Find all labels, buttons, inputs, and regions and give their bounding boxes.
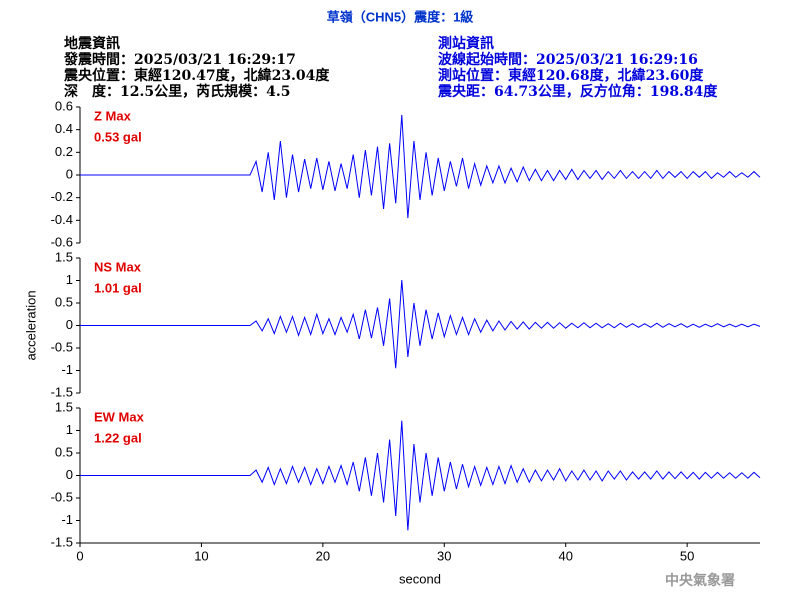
x-tick-label: 20	[316, 548, 330, 563]
y-tick-label: -0.6	[51, 234, 73, 249]
y-tick-label: 0	[66, 317, 73, 332]
info-left: 震央位置：東經120.47度，北緯23.04度	[63, 67, 330, 84]
annotation: Z Max	[94, 108, 132, 123]
info-left: 地震資訊	[64, 35, 120, 52]
y-tick-label: 0.5	[55, 444, 73, 459]
y-tick-label: -0.2	[51, 189, 73, 204]
y-tick-label: -0.4	[51, 212, 73, 227]
annotation: 1.22 gal	[94, 430, 142, 445]
y-tick-label: 1	[66, 422, 73, 437]
waveform	[80, 280, 761, 369]
y-tick-label: 0.6	[55, 98, 73, 113]
y-tick-label: -0.5	[51, 489, 73, 504]
info-right: 測站資訊	[438, 35, 494, 52]
x-tick-label: 40	[558, 548, 572, 563]
y-tick-label: 0	[66, 467, 73, 482]
info-left: 發震時間：2025/03/21 16:29:17	[63, 51, 296, 68]
y-tick-label: -1.5	[51, 384, 73, 399]
info-right: 震央距：64.73公里，反方位角：198.84度	[437, 83, 718, 100]
annotation: EW Max	[94, 409, 145, 424]
y-tick-label: 0	[66, 166, 73, 181]
y-tick-label: -1	[61, 362, 73, 377]
y-tick-label: 0.4	[55, 121, 73, 136]
waveform	[80, 114, 761, 219]
title: 草嶺（CHN5）震度：1級	[327, 9, 474, 24]
y-tick-label: -1.5	[51, 534, 73, 549]
footer: 中央氣象署	[665, 572, 735, 589]
y-tick-label: -0.5	[51, 339, 73, 354]
y-axis-label: acceleration	[23, 290, 38, 360]
x-tick-label: 0	[76, 548, 83, 563]
waveform	[80, 420, 761, 531]
annotation: 1.01 gal	[94, 280, 142, 295]
y-tick-label: 0.5	[55, 294, 73, 309]
x-tick-label: 30	[437, 548, 451, 563]
y-tick-label: 1	[66, 272, 73, 287]
annotation: NS Max	[94, 259, 142, 274]
y-tick-label: -1	[61, 512, 73, 527]
info-left: 深 度：12.5公里，芮氏規模：4.5	[64, 83, 290, 100]
annotation: 0.53 gal	[94, 129, 142, 144]
y-tick-label: 1.5	[55, 399, 73, 414]
x-axis-label: second	[399, 571, 441, 586]
y-tick-label: 0.2	[55, 144, 73, 159]
info-right: 波線起始時間：2025/03/21 16:29:16	[438, 51, 698, 68]
x-tick-label: 50	[680, 548, 694, 563]
info-right: 測站位置：東經120.68度，北緯23.60度	[438, 67, 704, 84]
x-tick-label: 10	[194, 548, 208, 563]
y-tick-label: 1.5	[55, 249, 73, 264]
